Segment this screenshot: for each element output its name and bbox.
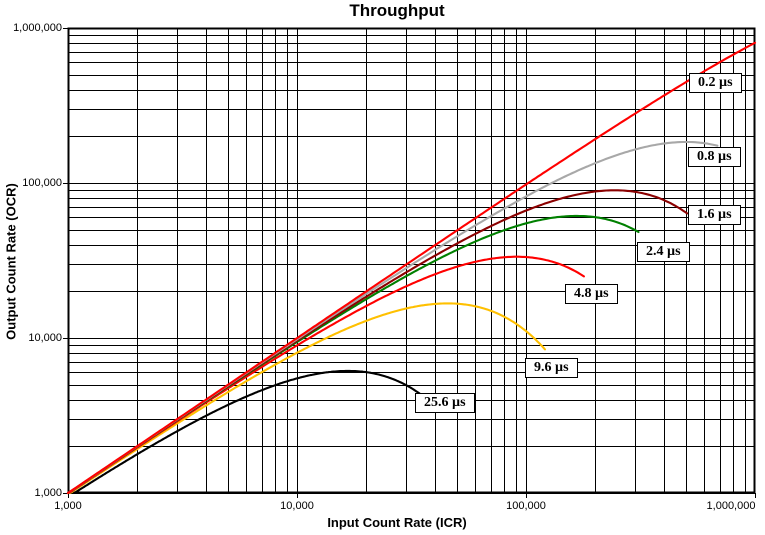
curve-label-0.2us: 0.2 µs <box>689 73 742 93</box>
curve-label-0.8us: 0.8 µs <box>688 147 741 167</box>
curve-9.6µs <box>66 302 547 495</box>
curve-label-25.6us: 25.6 µs <box>415 393 475 413</box>
y-tick-10000: 10,000 <box>28 332 62 344</box>
curve-label-4.8us: 4.8 µs <box>565 284 618 304</box>
curve-label-1.6us: 1.6 µs <box>688 205 741 225</box>
curve-25.6µs <box>66 369 422 495</box>
chart-title: Throughput <box>349 1 445 20</box>
curve-0.8µs <box>66 140 719 495</box>
x-tick-100000: 100,000 <box>506 500 546 512</box>
y-tick-1000: 1,000 <box>34 487 62 499</box>
curve-label-2.4us: 2.4 µs <box>637 242 690 262</box>
x-axis-title: Input Count Rate (ICR) <box>327 515 467 530</box>
y-axis-title: Output Count Rate (OCR) <box>3 183 19 340</box>
y-tick-100000: 100,000 <box>22 177 62 189</box>
y-tick-1000000: 1,000,000 <box>13 22 62 34</box>
plot-border <box>67 27 756 494</box>
curve-4.8µs <box>66 255 585 495</box>
curve-0.2µs <box>66 41 757 495</box>
x-tick-1000: 1,000 <box>54 500 82 512</box>
x-tick-10000: 10,000 <box>280 500 314 512</box>
curve-1.6µs <box>66 189 689 495</box>
curve-2.4µs <box>66 214 640 495</box>
curve-label-9.6us: 9.6 µs <box>525 358 578 378</box>
x-tick-1000000: 1,000,000 <box>706 500 756 512</box>
